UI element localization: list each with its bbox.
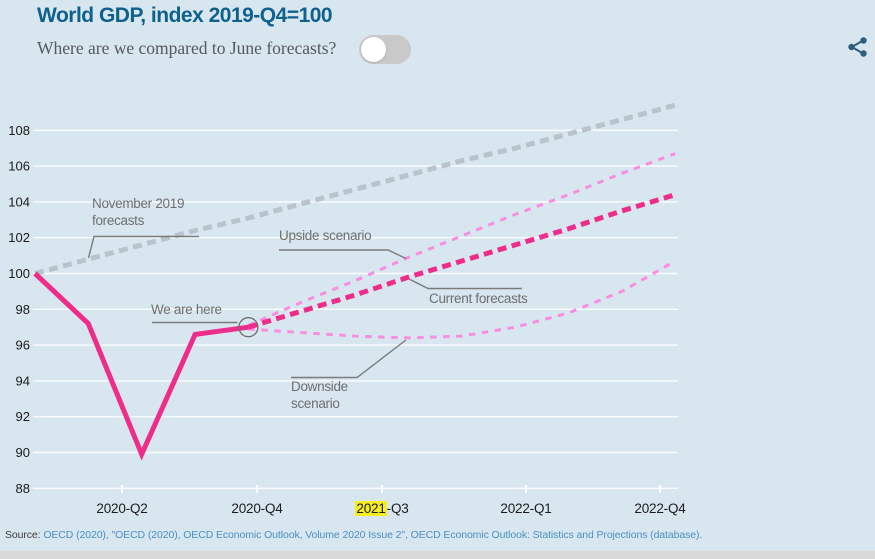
page-bottom-strip — [0, 551, 875, 559]
y-axis-label: 100 — [8, 266, 30, 281]
highlighted-year: 2021 — [355, 501, 387, 516]
annotation-november-2019-forecasts: November 2019 forecasts — [92, 196, 185, 228]
toggle-knob-icon — [361, 37, 386, 62]
annotation-downside-scenario: Downside scenario — [291, 379, 348, 411]
forecast-compare-toggle[interactable] — [359, 35, 411, 64]
y-axis-label: 104 — [8, 194, 30, 209]
y-axis-label: 94 — [16, 373, 30, 388]
x-axis-label: 2020-Q4 — [231, 501, 283, 516]
y-axis-label: 90 — [16, 445, 30, 460]
series-downside-scenario — [248, 259, 676, 340]
we-are-here-circle — [238, 317, 259, 338]
source-label: Source: — [5, 529, 41, 541]
share-icon-glyph — [848, 37, 867, 57]
page-title: World GDP, index 2019-Q4=100 — [37, 4, 333, 27]
annotation-leader-line — [291, 339, 407, 379]
source-link[interactable]: OECD (2020), "OECD (2020), OECD Economic… — [43, 529, 703, 541]
y-axis-label: 98 — [16, 302, 30, 317]
annotation-leader-line — [408, 278, 522, 290]
x-axis-label: 2020-Q2 — [96, 501, 148, 516]
source-line: Source: OECD (2020), "OECD (2020), OECD … — [5, 529, 702, 541]
share-icon[interactable] — [847, 36, 869, 58]
y-axis-label: 108 — [8, 123, 30, 138]
series-november-2019-forecasts — [34, 102, 676, 276]
y-axis-label: 96 — [16, 338, 30, 353]
y-axis-label: 102 — [8, 230, 30, 245]
annotation-leader-line — [87, 235, 199, 259]
annotation-leader-line — [279, 249, 407, 260]
annotation-current-forecasts: Current forecasts — [429, 291, 528, 306]
x-axis-label: 2021-Q3 — [355, 501, 409, 516]
chart-subtitle: Where are we compared to June forecasts? — [37, 38, 337, 58]
x-axis-label: 2022-Q1 — [500, 501, 552, 516]
series-actual — [33, 271, 249, 461]
series-current-forecasts — [247, 192, 676, 330]
annotation-upside-scenario: Upside scenario — [279, 228, 372, 243]
y-axis-label: 106 — [8, 159, 30, 174]
y-axis-label: 88 — [16, 481, 30, 496]
y-axis-label: 92 — [16, 409, 30, 424]
annotation-we-are-here: We are here — [151, 302, 222, 317]
x-axis-label: 2022-Q4 — [634, 501, 686, 516]
